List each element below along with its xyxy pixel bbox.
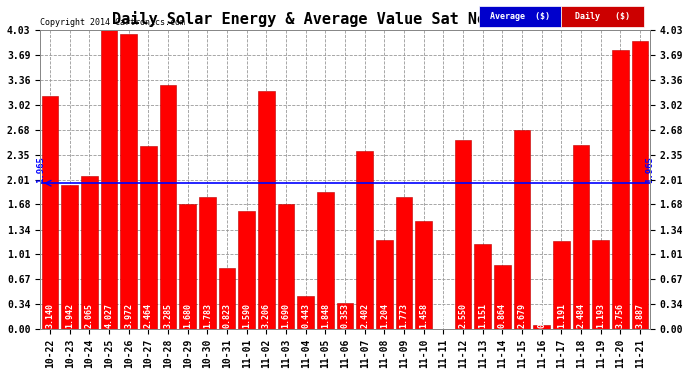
Title: Daily Solar Energy & Average Value Sat Nov 22 07:30: Daily Solar Energy & Average Value Sat N… — [112, 12, 578, 27]
Text: 0.353: 0.353 — [340, 303, 350, 328]
Text: 3.756: 3.756 — [616, 303, 625, 328]
Text: 1.458: 1.458 — [419, 303, 428, 328]
Text: 3.206: 3.206 — [262, 303, 271, 328]
Text: Copyright 2014 Cartronics.com: Copyright 2014 Cartronics.com — [40, 18, 185, 27]
Text: 3.972: 3.972 — [124, 303, 133, 328]
Bar — [297, 296, 314, 329]
Text: 1.965: 1.965 — [645, 156, 654, 183]
Text: 3.140: 3.140 — [46, 303, 55, 328]
Bar — [395, 198, 413, 329]
Text: 0.443: 0.443 — [301, 303, 310, 328]
Text: 0.000: 0.000 — [439, 303, 448, 328]
Text: Average  ($): Average ($) — [491, 12, 551, 21]
Bar — [592, 240, 609, 329]
Bar — [258, 91, 275, 329]
Text: 1.783: 1.783 — [203, 303, 212, 328]
Bar — [631, 40, 649, 329]
Bar — [474, 244, 491, 329]
Bar — [81, 176, 98, 329]
Bar — [356, 151, 373, 329]
Bar — [513, 130, 531, 329]
Text: 1.191: 1.191 — [557, 303, 566, 328]
Text: 3.285: 3.285 — [164, 303, 172, 328]
Bar — [317, 192, 334, 329]
Text: 2.550: 2.550 — [458, 303, 468, 328]
Bar — [238, 211, 255, 329]
Bar — [533, 325, 550, 329]
Bar — [455, 140, 471, 329]
Text: 2.402: 2.402 — [360, 303, 369, 328]
Text: 2.464: 2.464 — [144, 303, 152, 328]
Text: 2.065: 2.065 — [85, 303, 94, 328]
FancyBboxPatch shape — [562, 6, 644, 27]
Bar — [219, 268, 235, 329]
Bar — [494, 265, 511, 329]
Text: 1.193: 1.193 — [596, 303, 605, 328]
Text: 1.151: 1.151 — [478, 303, 487, 328]
Bar — [120, 34, 137, 329]
Text: Daily   ($): Daily ($) — [575, 12, 630, 21]
Text: 1.590: 1.590 — [242, 303, 251, 328]
Bar — [140, 146, 157, 329]
Bar — [573, 145, 589, 329]
Bar — [179, 204, 196, 329]
Bar — [41, 96, 59, 329]
Bar — [337, 303, 353, 329]
Text: 0.823: 0.823 — [222, 303, 232, 328]
Bar — [61, 185, 78, 329]
Text: 3.887: 3.887 — [635, 303, 644, 328]
Bar — [415, 221, 432, 329]
Bar — [277, 204, 295, 329]
Text: 2.679: 2.679 — [518, 303, 526, 328]
Text: 1.204: 1.204 — [380, 303, 389, 328]
Text: 2.484: 2.484 — [577, 303, 586, 328]
Bar — [612, 50, 629, 329]
Text: 0.864: 0.864 — [497, 303, 507, 328]
Text: 1.848: 1.848 — [321, 303, 330, 328]
Text: 1.680: 1.680 — [183, 303, 193, 328]
FancyBboxPatch shape — [479, 6, 562, 27]
Text: 1.690: 1.690 — [282, 303, 290, 328]
Bar — [101, 30, 117, 329]
Bar — [159, 85, 177, 329]
Text: 1.773: 1.773 — [400, 303, 408, 328]
Text: 4.027: 4.027 — [104, 303, 113, 328]
Bar — [199, 197, 216, 329]
Bar — [553, 241, 570, 329]
Text: 1.965: 1.965 — [36, 156, 45, 183]
Text: 1.942: 1.942 — [65, 303, 74, 328]
Bar — [376, 240, 393, 329]
Text: 0.055: 0.055 — [538, 303, 546, 328]
